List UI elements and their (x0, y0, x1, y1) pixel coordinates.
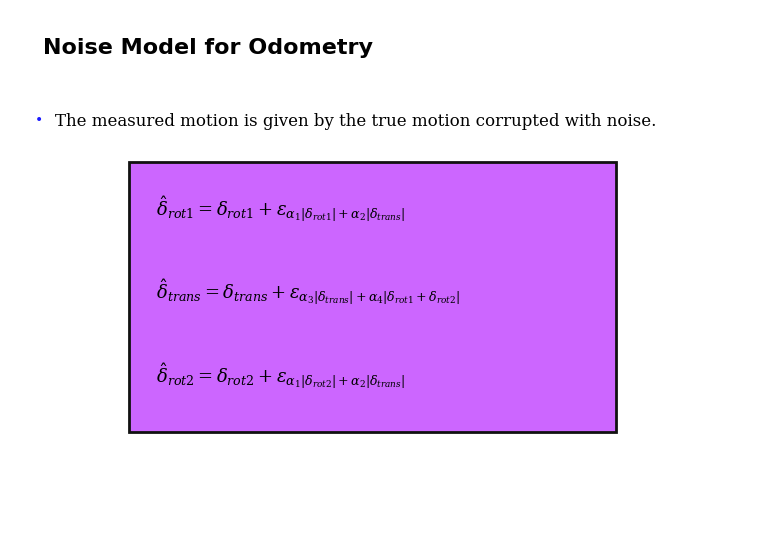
Text: Noise Model for Odometry: Noise Model for Odometry (43, 38, 373, 58)
Text: $\hat{\delta}_{trans} = \delta_{trans} + \varepsilon_{\alpha_3 |\delta_{trans}|+: $\hat{\delta}_{trans} = \delta_{trans} +… (156, 278, 460, 307)
Text: $\hat{\delta}_{rot2} = \delta_{rot2} + \varepsilon_{\alpha_1 |\delta_{rot2}|+\al: $\hat{\delta}_{rot2} = \delta_{rot2} + \… (156, 362, 405, 391)
FancyBboxPatch shape (129, 162, 616, 432)
Text: The measured motion is given by the true motion corrupted with noise.: The measured motion is given by the true… (55, 113, 656, 130)
Text: •: • (35, 113, 44, 127)
Text: $\hat{\delta}_{rot1} = \delta_{rot1} + \varepsilon_{\alpha_1 |\delta_{rot1}|+\al: $\hat{\delta}_{rot1} = \delta_{rot1} + \… (156, 194, 405, 224)
